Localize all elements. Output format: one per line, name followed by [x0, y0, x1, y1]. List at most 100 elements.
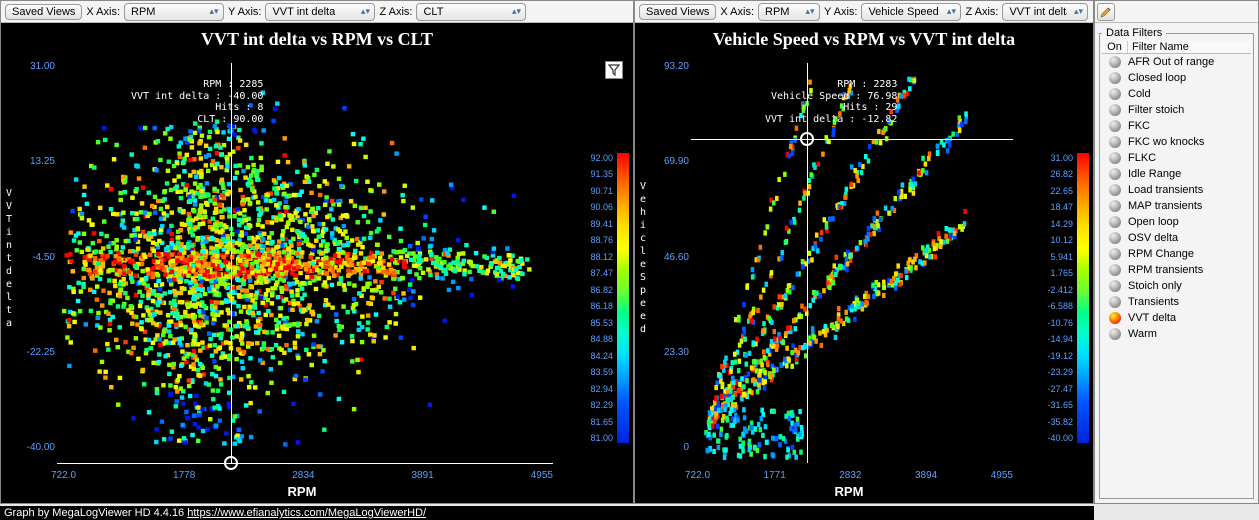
x-axis-label: X Axis:	[84, 6, 122, 18]
filter-dot-icon	[1109, 296, 1121, 308]
filter-row[interactable]: Open loop	[1102, 214, 1251, 230]
filter-row[interactable]: RPM Change	[1102, 246, 1251, 262]
chevron-down-icon: ▴▾	[1071, 6, 1085, 17]
z-axis-select[interactable]: CLT▴▾	[416, 3, 526, 21]
filter-row[interactable]: RPM transients	[1102, 262, 1251, 278]
x-axis-select[interactable]: RPM▴▾	[124, 3, 224, 21]
filter-dot-icon	[1109, 280, 1121, 292]
filter-icon[interactable]	[605, 61, 623, 79]
cursor-ring	[224, 456, 238, 470]
filters-header-name: Filter Name	[1128, 41, 1251, 53]
z-axis-label: Z Axis:	[963, 6, 1000, 18]
hover-info: RPM : 2285VVT int delta : -40.00Hits : 8…	[131, 79, 263, 125]
filters-header-on: On	[1102, 41, 1128, 53]
filter-label: RPM Change	[1128, 248, 1194, 260]
filter-label: AFR Out of range	[1128, 56, 1214, 68]
edit-icon[interactable]	[1097, 3, 1115, 21]
plot-right[interactable]: Vehicle Speed vs RPM vs VVT int delta Ve…	[635, 23, 1093, 503]
filter-dot-icon	[1109, 72, 1121, 84]
filter-row[interactable]: Warm	[1102, 326, 1251, 342]
filter-dot-icon	[1109, 104, 1121, 116]
sidebar-filters: Data Filters On Filter Name AFR Out of r…	[1094, 0, 1259, 504]
filter-label: FLKC	[1128, 152, 1156, 164]
footer-credit: Graph by MegaLogViewer HD 4.4.16 https:/…	[0, 506, 1094, 520]
filter-label: Transients	[1128, 296, 1179, 308]
filter-row[interactable]: VVT delta	[1102, 310, 1251, 326]
filter-row[interactable]: Stoich only	[1102, 278, 1251, 294]
x-axis-label: X Axis:	[718, 6, 756, 18]
filter-label: Idle Range	[1128, 168, 1181, 180]
filter-dot-icon	[1109, 216, 1121, 228]
filter-dot-icon	[1109, 120, 1121, 132]
filter-row[interactable]: MAP transients	[1102, 198, 1251, 214]
y-ticks: 31.0013.25-4.50-22.25-40.00	[19, 61, 55, 453]
hover-info: RPM : 2283Vehicle Speed : 76.98Hits : 29…	[765, 79, 897, 125]
x-ticks: 722.01778283438914955	[51, 470, 553, 481]
filter-dot-icon	[1109, 232, 1121, 244]
filter-dot-icon	[1109, 328, 1121, 340]
colorbar-gradient	[1077, 153, 1089, 443]
filter-dot-icon	[1109, 312, 1121, 324]
cursor-ring	[800, 132, 814, 146]
filter-dot-icon	[1109, 88, 1121, 100]
plot-title: VVT int delta vs RPM vs CLT	[1, 29, 633, 50]
filter-row[interactable]: FKC	[1102, 118, 1251, 134]
plot-left[interactable]: VVT int delta vs RPM vs CLT VVT int delt…	[1, 23, 633, 503]
colorbar-gradient	[617, 153, 629, 443]
filter-label: Open loop	[1128, 216, 1179, 228]
filter-row[interactable]: FLKC	[1102, 150, 1251, 166]
toolbar-right: Saved Views X Axis: RPM▴▾ Y Axis: Vehicl…	[635, 1, 1093, 23]
filters-header: On Filter Name	[1102, 41, 1251, 54]
filter-label: Filter stoich	[1128, 104, 1184, 116]
filter-label: FKC	[1128, 120, 1150, 132]
toolbar-left: Saved Views X Axis: RPM▴▾ Y Axis: VVT in…	[1, 1, 633, 23]
plot-title: Vehicle Speed vs RPM vs VVT int delta	[635, 29, 1093, 50]
y-axis-title: VVT int delta	[3, 73, 15, 443]
filter-row[interactable]: AFR Out of range	[1102, 54, 1251, 70]
chevron-down-icon: ▴▾	[207, 6, 221, 17]
x-axis-title: RPM	[1, 484, 603, 499]
filter-label: MAP transients	[1128, 200, 1202, 212]
filter-label: Warm	[1128, 328, 1157, 340]
filter-dot-icon	[1109, 200, 1121, 212]
chevron-down-icon: ▴▾	[944, 6, 958, 17]
filter-dot-icon	[1109, 56, 1121, 68]
saved-views-button[interactable]: Saved Views	[639, 4, 716, 20]
filter-dot-icon	[1109, 136, 1121, 148]
x-ticks: 722.01771283238944955	[685, 470, 1013, 481]
filter-dot-icon	[1109, 184, 1121, 196]
z-axis-select[interactable]: VVT int delta▴▾	[1002, 3, 1088, 21]
filter-label: OSV delta	[1128, 232, 1178, 244]
filter-row[interactable]: Transients	[1102, 294, 1251, 310]
footer-link[interactable]: https://www.efianalytics.com/MegaLogView…	[187, 507, 426, 519]
filter-row[interactable]: Filter stoich	[1102, 102, 1251, 118]
x-axis-select[interactable]: RPM▴▾	[758, 3, 820, 21]
crosshair-h	[691, 139, 1013, 140]
filter-dot-icon	[1109, 264, 1121, 276]
x-axis-title: RPM	[635, 484, 1063, 499]
sidebar-toolbar	[1095, 1, 1258, 23]
chevron-down-icon: ▴▾	[509, 6, 523, 17]
crosshair-h	[57, 463, 553, 464]
filter-row[interactable]: OSV delta	[1102, 230, 1251, 246]
saved-views-button[interactable]: Saved Views	[5, 4, 82, 20]
y-axis-select[interactable]: Vehicle Speed▴▾	[861, 3, 961, 21]
filter-dot-icon	[1109, 152, 1121, 164]
z-axis-label: Z Axis:	[377, 6, 414, 18]
y-axis-label: Y Axis:	[822, 6, 859, 18]
filter-row[interactable]: Idle Range	[1102, 166, 1251, 182]
filter-row[interactable]: Closed loop	[1102, 70, 1251, 86]
chevron-down-icon: ▴▾	[358, 6, 372, 17]
y-ticks: 93.2069.9046.6023.300	[653, 61, 689, 453]
y-axis-title: Vehicle Speed	[637, 73, 649, 443]
filter-label: Closed loop	[1128, 72, 1186, 84]
filter-label: VVT delta	[1128, 312, 1176, 324]
y-axis-label: Y Axis:	[226, 6, 263, 18]
filters-fieldset: Data Filters On Filter Name AFR Out of r…	[1099, 27, 1254, 499]
filter-row[interactable]: Load transients	[1102, 182, 1251, 198]
y-axis-select[interactable]: VVT int delta▴▾	[265, 3, 375, 21]
colorbar: 31.0026.8222.6518.4714.2910.125.9411.765…	[1021, 153, 1089, 443]
filter-row[interactable]: Cold	[1102, 86, 1251, 102]
filter-row[interactable]: FKC wo knocks	[1102, 134, 1251, 150]
filters-legend: Data Filters	[1102, 27, 1166, 39]
